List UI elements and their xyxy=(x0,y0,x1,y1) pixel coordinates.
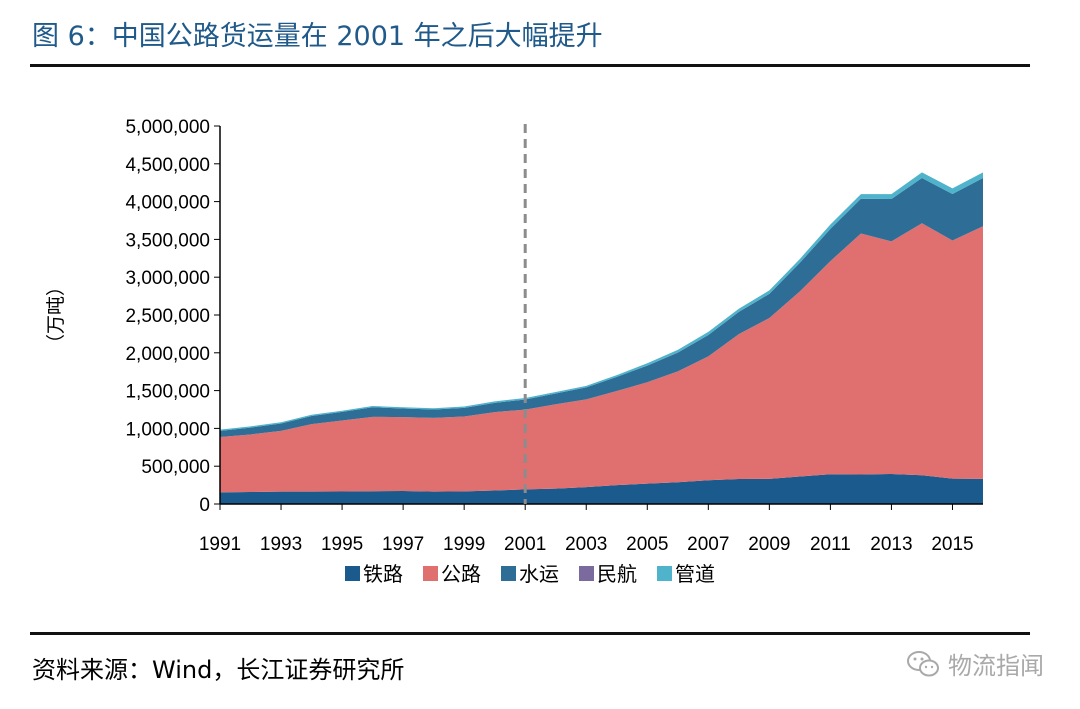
legend-label: 水运 xyxy=(519,562,559,586)
y-tick-label: 4,500,000 xyxy=(125,155,210,176)
top-divider xyxy=(30,64,1030,67)
y-tick-label: 0 xyxy=(199,495,210,516)
y-axis-label: （万吨） xyxy=(45,277,67,353)
x-tick-label: 1991 xyxy=(199,534,241,555)
bottom-divider xyxy=(30,632,1030,635)
legend-swatch xyxy=(579,566,594,581)
y-tick-label: 3,000,000 xyxy=(125,268,210,289)
legend-swatch xyxy=(501,566,516,581)
x-tick-label: 2001 xyxy=(504,534,546,555)
y-tick-label: 2,500,000 xyxy=(125,306,210,327)
y-tick-label: 1,500,000 xyxy=(125,382,210,403)
y-tick-label: 1,000,000 xyxy=(125,419,210,440)
y-tick-label: 3,500,000 xyxy=(125,230,210,251)
x-tick-label: 1999 xyxy=(443,534,485,555)
legend-label: 民航 xyxy=(597,562,637,586)
source-note: 资料来源：Wind，长江证券研究所 xyxy=(32,656,405,684)
watermark: 物流指闻 xyxy=(906,646,1044,681)
axes: 0 500,000 1,000,000 1,500,000 2,000,000 2,500… xyxy=(125,117,983,555)
x-tick-label: 1993 xyxy=(260,534,302,555)
x-tick-label: 2003 xyxy=(565,534,607,555)
x-tick-label: 2011 xyxy=(810,534,851,555)
legend-label: 铁路 xyxy=(363,562,403,586)
area-2-公路 xyxy=(220,223,983,493)
figure-title: 图 6：中国公路货运量在 2001 年之后大幅提升 xyxy=(32,21,603,52)
watermark-text: 物流指闻 xyxy=(948,652,1044,680)
legend-label: 公路 xyxy=(441,562,481,586)
y-tick-label: 2,000,000 xyxy=(125,344,210,365)
legend-swatch xyxy=(657,566,672,581)
y-tick-label: 500,000 xyxy=(141,457,210,478)
stacked-area-chart: 0 500,000 1,000,000 1,500,000 2,000,000 2,500… xyxy=(45,117,983,586)
y-tick-label: 5,000,000 xyxy=(125,117,210,138)
legend: 铁路 公路 水运 民航 管道 xyxy=(345,562,715,586)
series-areas xyxy=(220,172,983,504)
wechat-icon xyxy=(907,650,939,676)
legend-swatch xyxy=(423,566,438,581)
y-tick-label: 4,000,000 xyxy=(125,193,210,214)
x-tick-label: 2015 xyxy=(931,534,973,555)
area-3-水运 xyxy=(220,178,983,437)
x-tick-label: 2005 xyxy=(626,534,668,555)
legend-swatch xyxy=(345,566,360,581)
area-1-铁路 xyxy=(220,473,983,504)
x-tick-label: 2013 xyxy=(870,534,912,555)
legend-label: 管道 xyxy=(675,562,715,586)
x-tick-label: 2007 xyxy=(687,534,729,555)
x-tick-label: 1995 xyxy=(321,534,363,555)
x-tick-label: 2009 xyxy=(748,534,790,555)
x-tick-label: 1997 xyxy=(382,534,424,555)
